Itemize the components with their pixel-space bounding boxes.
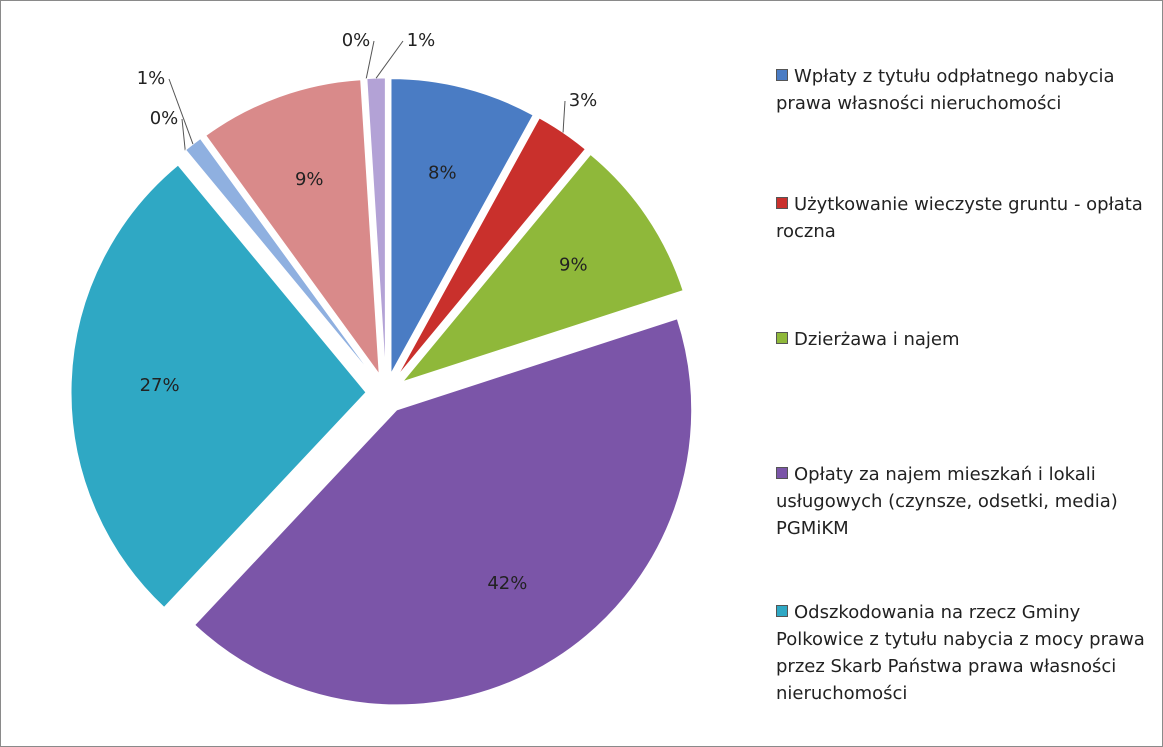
legend-item: Dzierżawa i najem (776, 326, 1146, 353)
legend-label: Użytkowanie wieczyste gruntu - opłata ro… (776, 194, 1143, 242)
legend-swatch (776, 197, 788, 209)
data-label: 0% (342, 30, 371, 51)
legend-label: Wpłaty z tytułu odpłatnego nabycia prawa… (776, 66, 1115, 114)
data-label: 9% (559, 255, 588, 276)
legend-item: Użytkowanie wieczyste gruntu - opłata ro… (776, 191, 1146, 245)
pie-slice (70, 164, 367, 609)
data-label: 0% (150, 108, 179, 129)
legend-label: Dzierżawa i najem (794, 329, 960, 350)
pie-slice (365, 78, 386, 374)
leader-line (365, 40, 375, 79)
pie-slice (390, 78, 534, 374)
data-label: 9% (295, 169, 324, 190)
pie-slice (396, 117, 586, 377)
data-label: 1% (137, 68, 166, 89)
pie-slice (205, 79, 380, 376)
leader-line (168, 78, 194, 145)
leader-line (181, 118, 186, 151)
pie-slice (401, 153, 684, 383)
legend-swatch (776, 332, 788, 344)
legend-item: Odszkodowania na rzecz Gminy Polkowice z… (776, 599, 1146, 707)
leader-line (562, 100, 566, 133)
legend-swatch (776, 605, 788, 617)
leader-line (375, 40, 404, 79)
data-label: 3% (569, 90, 598, 111)
data-label: 8% (428, 163, 457, 184)
data-label: 1% (407, 30, 436, 51)
data-label: 42% (487, 573, 527, 594)
legend-label: Opłaty za najem mieszkań i lokali usługo… (776, 464, 1118, 539)
legend-item: Wpłaty z tytułu odpłatnego nabycia prawa… (776, 63, 1146, 117)
legend-swatch (776, 69, 788, 81)
data-label: 27% (140, 375, 180, 396)
pie-slice (194, 318, 693, 706)
legend-label: Odszkodowania na rzecz Gminy Polkowice z… (776, 602, 1145, 704)
legend-item: Opłaty za najem mieszkań i lokali usługo… (776, 461, 1146, 542)
legend-swatch (776, 467, 788, 479)
